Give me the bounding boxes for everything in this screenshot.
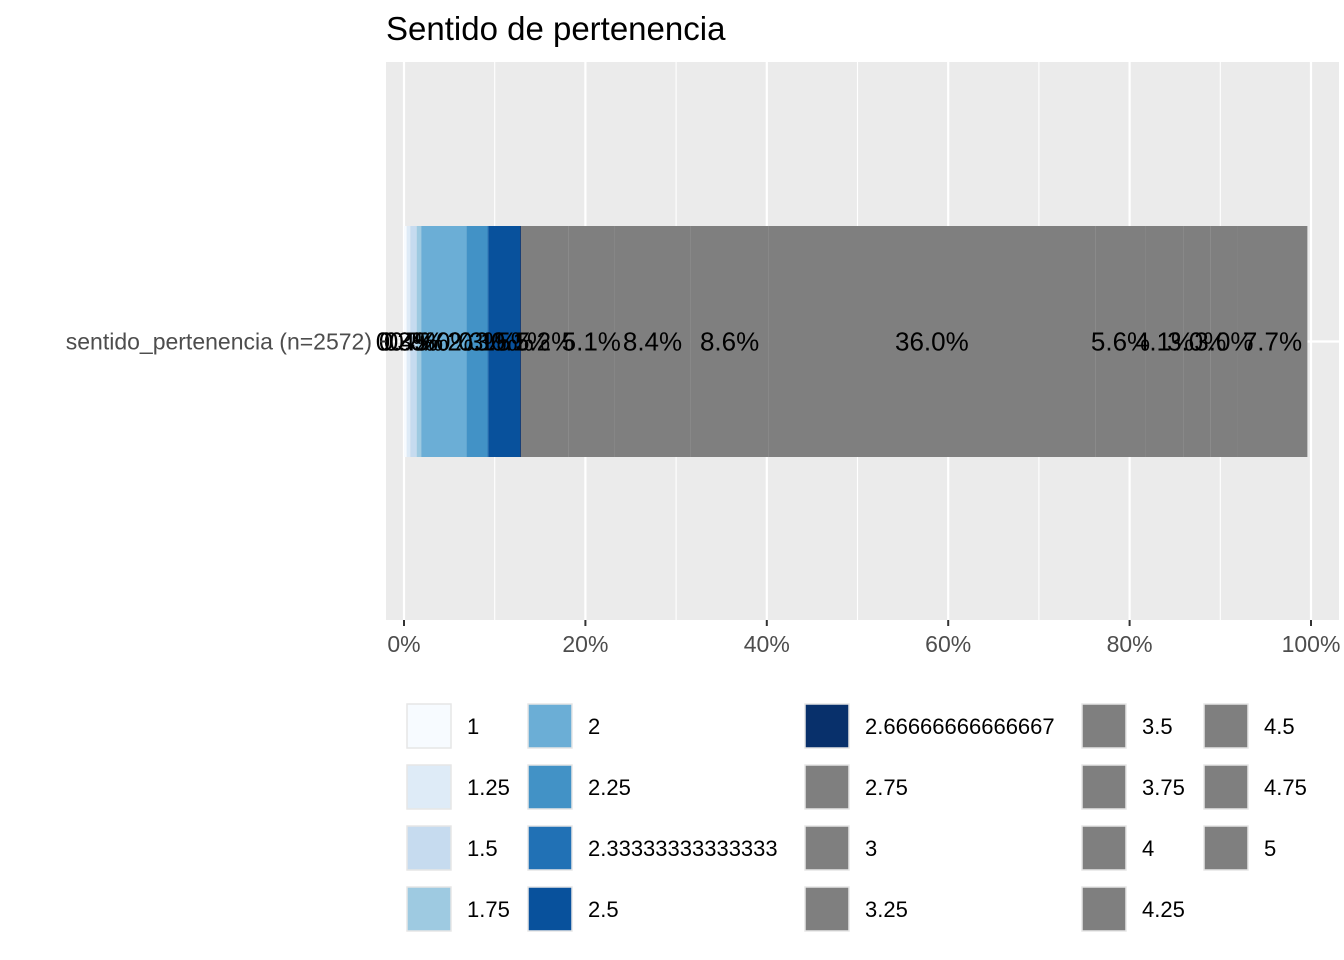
legend-key bbox=[406, 825, 452, 871]
data-label: 5.2% bbox=[515, 327, 574, 357]
x-axis: 0% 20% 40% 60% 80% 100% bbox=[387, 620, 1340, 657]
legend-label: 2.25 bbox=[588, 775, 631, 800]
x-tick-label: 60% bbox=[925, 631, 971, 657]
bar-segment bbox=[521, 226, 569, 457]
legend-label: 2.33333333333333 bbox=[588, 836, 778, 861]
data-labels: 0.3%0.4%0.7%0.5%5.0%2.3%0.1%3.5%0.1%5.2%… bbox=[376, 327, 1302, 357]
y-axis: sentido_pertenencia (n=2572) bbox=[66, 329, 386, 355]
bar-segment bbox=[690, 226, 769, 457]
legend-key bbox=[1081, 764, 1127, 810]
legend-key bbox=[406, 764, 452, 810]
bar-segment bbox=[1145, 226, 1184, 457]
legend-label: 1.5 bbox=[467, 836, 498, 861]
bar-segment bbox=[1183, 226, 1211, 457]
legend-key bbox=[1081, 886, 1127, 932]
legend-label: 2 bbox=[588, 714, 600, 739]
x-tick-label: 40% bbox=[744, 631, 790, 657]
bar-segment bbox=[1210, 226, 1238, 457]
x-tick-label: 20% bbox=[562, 631, 608, 657]
data-label: 0.5% bbox=[389, 327, 448, 357]
legend-label: 4 bbox=[1142, 836, 1154, 861]
legend-key bbox=[527, 703, 573, 749]
data-label: 5.6% bbox=[1091, 327, 1150, 357]
data-label: 0.7% bbox=[384, 327, 443, 357]
legend-label: 2.5 bbox=[588, 897, 619, 922]
legend-key bbox=[1203, 703, 1249, 749]
bar-segment bbox=[406, 226, 411, 457]
data-label: 36.0% bbox=[895, 327, 969, 357]
data-label: 2.3% bbox=[447, 327, 506, 357]
data-label: 8.4% bbox=[623, 327, 682, 357]
x-tick-label: 100% bbox=[1282, 631, 1341, 657]
bar-segment bbox=[568, 226, 615, 457]
data-label: 7.7% bbox=[1243, 327, 1302, 357]
data-label: 5.0% bbox=[414, 327, 473, 357]
legend-label: 4.5 bbox=[1264, 714, 1295, 739]
legend-key bbox=[804, 703, 850, 749]
bar-segment bbox=[421, 226, 467, 457]
bar-segment bbox=[1095, 226, 1146, 457]
bar-segment bbox=[404, 226, 407, 457]
data-label: 0.4% bbox=[379, 327, 438, 357]
data-label: 8.6% bbox=[700, 327, 759, 357]
legend-key bbox=[406, 703, 452, 749]
legend-label: 3 bbox=[865, 836, 877, 861]
legend-label: 1.25 bbox=[467, 775, 510, 800]
legend-key bbox=[406, 886, 452, 932]
legend-key bbox=[1081, 703, 1127, 749]
bar-segment bbox=[614, 226, 691, 457]
data-label: 4.1% bbox=[1135, 327, 1194, 357]
legend-key bbox=[804, 764, 850, 810]
legend-key bbox=[527, 886, 573, 932]
legend-label: 4.75 bbox=[1264, 775, 1307, 800]
legend-label: 5 bbox=[1264, 836, 1276, 861]
legend-key bbox=[527, 825, 573, 871]
data-label: 5.1% bbox=[562, 327, 621, 357]
bar-segment bbox=[488, 226, 521, 457]
legend-key bbox=[1081, 825, 1127, 871]
legend-label: 1 bbox=[467, 714, 479, 739]
legend-label: 3.75 bbox=[1142, 775, 1185, 800]
chart-title: Sentido de pertenencia bbox=[386, 10, 726, 47]
y-tick-label: sentido_pertenencia (n=2572) bbox=[66, 329, 372, 355]
legend-label: 3.25 bbox=[865, 897, 908, 922]
legend-key bbox=[804, 886, 850, 932]
legend-label: 3.5 bbox=[1142, 714, 1173, 739]
legend-key bbox=[1203, 825, 1249, 871]
legend-label: 4.25 bbox=[1142, 897, 1185, 922]
data-label: 0.1% bbox=[458, 327, 517, 357]
data-label: 3.0% bbox=[1194, 327, 1253, 357]
x-tick-label: 80% bbox=[1107, 631, 1153, 657]
legend-key bbox=[527, 764, 573, 810]
legend: 1 1.25 1.5 1.75 2 2.25 2.33333333333333 2.5 2.66… bbox=[406, 703, 1307, 932]
data-label: 0.1% bbox=[491, 327, 550, 357]
legend-key bbox=[804, 825, 850, 871]
legend-label: 2.75 bbox=[865, 775, 908, 800]
bar-segment bbox=[1237, 226, 1308, 457]
bar-segment bbox=[466, 226, 488, 457]
bar-segment bbox=[416, 226, 422, 457]
bar-segments bbox=[404, 226, 1308, 457]
bar-segment bbox=[768, 226, 1096, 457]
bar-segment bbox=[520, 226, 522, 457]
legend-label: 2.66666666666667 bbox=[865, 714, 1055, 739]
data-label: 3.5% bbox=[475, 327, 534, 357]
x-tick-label: 0% bbox=[387, 631, 420, 657]
legend-label: 1.75 bbox=[467, 897, 510, 922]
legend-key bbox=[1203, 764, 1249, 810]
bar-segment bbox=[410, 226, 417, 457]
bar-segment bbox=[487, 226, 489, 457]
data-label: 3.0% bbox=[1167, 327, 1226, 357]
